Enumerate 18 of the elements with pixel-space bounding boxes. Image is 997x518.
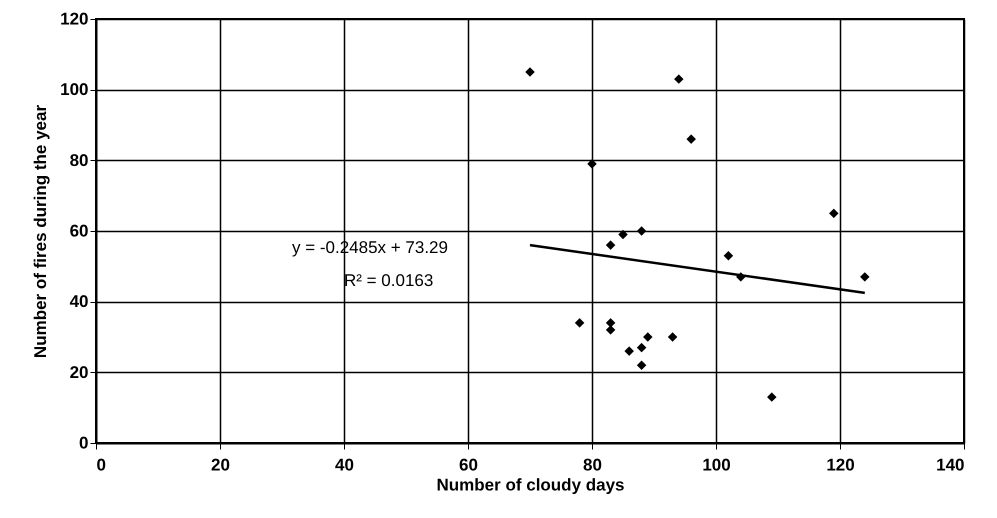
x-axis-title: Number of cloudy days — [436, 476, 624, 494]
x-tick-label: 0 — [96, 456, 106, 474]
y-axis-title: Number of fires during the year — [31, 104, 50, 358]
y-tick-label: 120 — [60, 10, 88, 28]
y-tick-label: 100 — [60, 80, 88, 100]
x-tick-label: 120 — [826, 456, 855, 474]
x-tick-label: 140 — [936, 456, 964, 474]
x-tick-label: 80 — [583, 456, 602, 474]
x-tick-label: 60 — [459, 456, 478, 474]
annotation: R² = 0.0163 — [344, 271, 434, 290]
y-tick-label: 20 — [70, 362, 88, 382]
x-tick-label: 40 — [335, 456, 354, 474]
x-tick-label: 20 — [211, 456, 230, 474]
x-tick-label: 100 — [702, 456, 731, 474]
y-tick-label: 40 — [70, 292, 88, 312]
y-tick-label: 0 — [79, 434, 88, 452]
y-tick-label: 80 — [70, 150, 88, 170]
y-tick-label: 60 — [70, 222, 88, 240]
